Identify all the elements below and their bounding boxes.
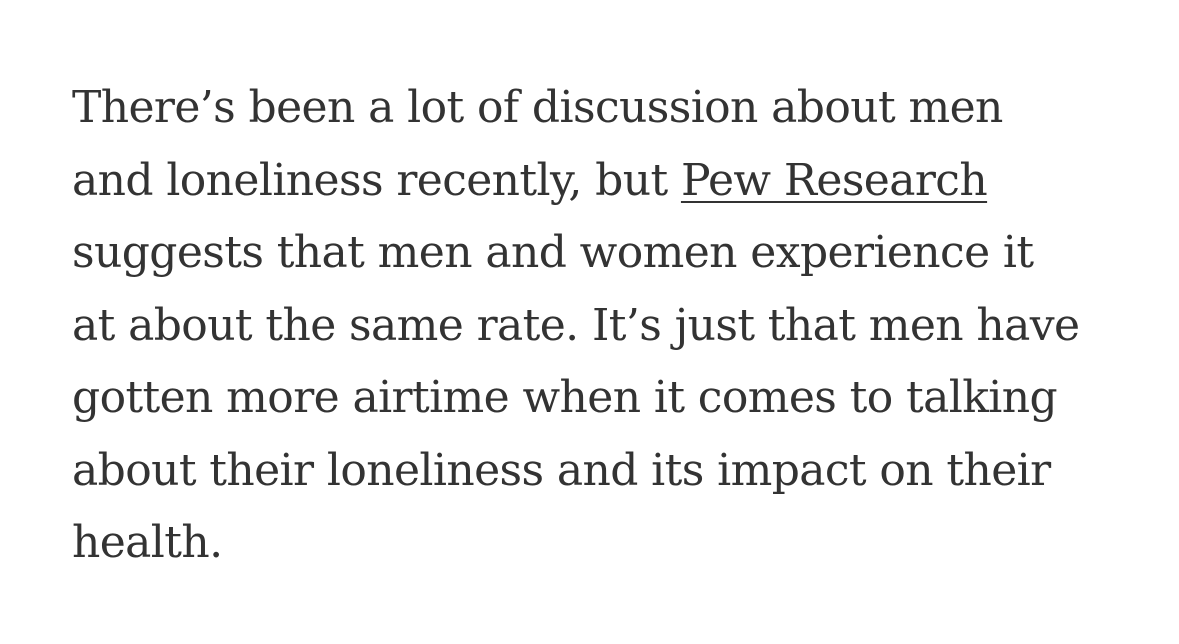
paragraph-line: at about the same rate. It’s just that m… [72, 299, 1080, 351]
paragraph-line: and loneliness recently, but Pew Researc… [72, 145, 1079, 218]
pew-research-link[interactable]: Pew Research [680, 154, 988, 206]
line-text: and loneliness recently, but [72, 154, 681, 206]
paragraph-line: There’s been a lot of discussion about m… [72, 82, 1003, 133]
paragraph-line: about their loneliness and its impact on… [72, 444, 1051, 496]
article-paragraph: There’s been a lot of discussion about m… [72, 72, 1080, 580]
paragraph-line: health. [72, 517, 223, 568]
paragraph-line: gotten more airtime when it comes to tal… [72, 372, 1058, 423]
paragraph-line: suggests that men and women experience i… [72, 227, 1034, 278]
